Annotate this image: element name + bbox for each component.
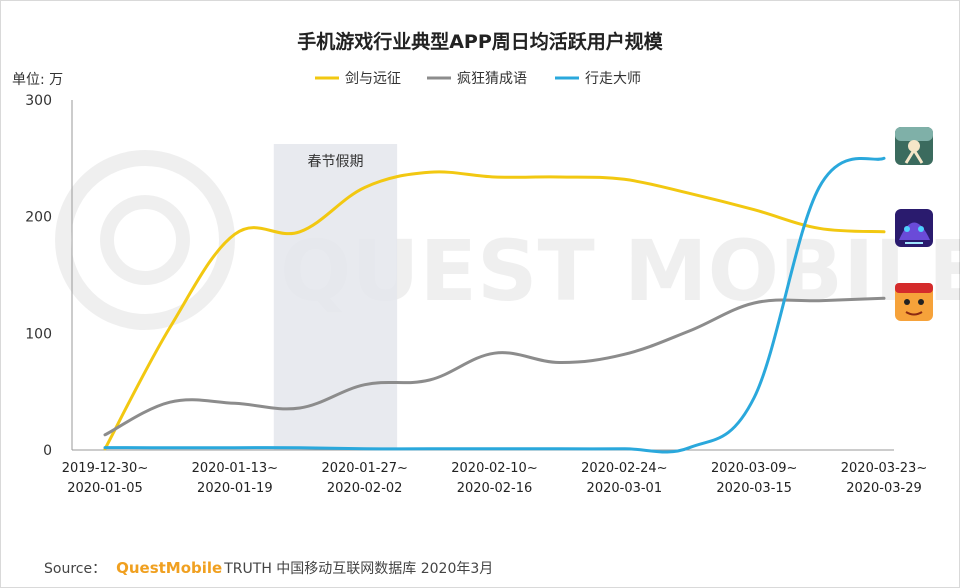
game-icon-jian-yu-yuanzheng <box>895 209 933 247</box>
x-tick-label: 2020-02-24~ 2020-03-01 <box>581 461 667 496</box>
x-tick-label-line: 2020-03-29 <box>846 481 922 496</box>
x-tick-label-line: 2020-03-23~ <box>841 461 927 476</box>
x-tick-label-line: 2020-01-05 <box>67 481 143 496</box>
x-tick-label-line: 2020-02-16 <box>457 481 533 496</box>
legend: 剑与远征 疯狂猜成语 行走大师 <box>315 71 641 87</box>
x-tick-label: 2020-01-13~ 2020-01-19 <box>192 461 278 496</box>
source-line: Source： QuestMobile TRUTH 中国移动互联网数据库 2020年… <box>44 559 493 577</box>
x-tick-label-line: 2020-01-19 <box>197 481 273 496</box>
x-tick-label-line: 2020-03-15 <box>716 481 792 496</box>
x-tick-label: 2020-03-23~ 2020-03-29 <box>841 461 927 496</box>
legend-label: 行走大师 <box>585 71 641 87</box>
x-tick-label-line: 2019-12-30~ <box>62 461 148 476</box>
watermark: QUEST MOBILE <box>55 150 960 330</box>
watermark-ring <box>55 150 235 330</box>
y-tick-label: 0 <box>43 443 52 459</box>
game-icon-xingzou-dashi <box>895 127 933 165</box>
series-line-0 <box>103 170 886 451</box>
watermark-inner-ring <box>100 195 190 285</box>
x-tick-label-line: 2020-02-24~ <box>581 461 667 476</box>
holiday-band-label: 春节假期 <box>307 154 363 170</box>
x-tick-label-line: 2020-01-27~ <box>321 461 407 476</box>
x-tick-label-line: 2020-02-10~ <box>451 461 537 476</box>
y-tick-label: 300 <box>25 93 52 109</box>
y-axis: 0 100 200 300 <box>25 93 73 459</box>
x-tick-label: 2020-01-27~ 2020-02-02 <box>321 461 407 496</box>
legend-label: 疯狂猜成语 <box>457 71 527 87</box>
x-tick-label-line: 2020-02-02 <box>327 481 403 496</box>
x-tick-label: 2020-03-09~ 2020-03-15 <box>711 461 797 496</box>
source-brand: QuestMobile <box>116 559 222 577</box>
x-tick-label: 2020-02-10~ 2020-02-16 <box>451 461 537 496</box>
y-tick-label: 200 <box>25 210 52 226</box>
series-line-2 <box>103 156 886 454</box>
source-text: TRUTH 中国移动互联网数据库 2020年3月 <box>223 561 493 577</box>
series-line-1 <box>103 296 886 437</box>
highlight-band: 春节假期 <box>273 144 398 450</box>
holiday-band-rect <box>273 144 398 450</box>
game-icon-fengkuang-cai-chengyu <box>895 283 933 321</box>
chart-title: 手机游戏行业典型APP周日均活跃用户规模 <box>297 30 664 53</box>
legend-label: 剑与远征 <box>345 71 401 87</box>
series-lines <box>103 156 886 454</box>
x-tick-label-line: 2020-01-13~ <box>192 461 278 476</box>
x-tick-label-line: 2020-03-09~ <box>711 461 797 476</box>
unit-label: 单位: 万 <box>12 72 63 88</box>
x-tick-label-line: 2020-03-01 <box>587 481 663 496</box>
source-label: Source： <box>44 561 106 577</box>
y-tick-label: 100 <box>25 326 52 342</box>
x-tick-label: 2019-12-30~ 2020-01-05 <box>62 461 148 496</box>
